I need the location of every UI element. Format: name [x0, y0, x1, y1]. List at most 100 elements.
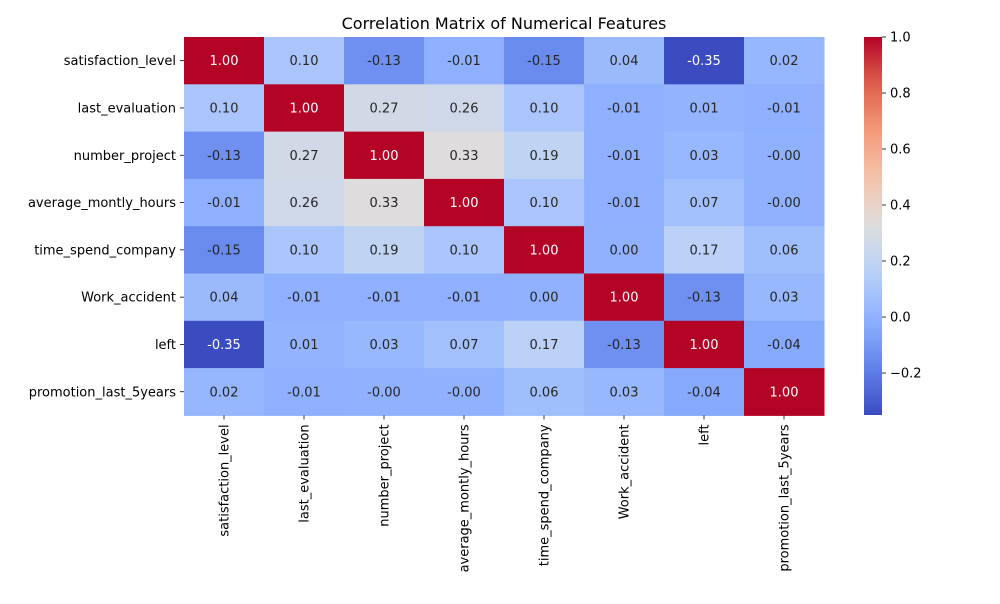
- heatmap-cell: [504, 273, 585, 322]
- cell-annotation: -0.01: [767, 101, 801, 116]
- cell-annotation: 1.00: [530, 243, 559, 258]
- cell-annotations: 1.00 0.10 -0.13 -0.01 -0.15 0.04 -0.35 0.02 0.10…: [207, 54, 801, 400]
- heatmap-cell: [584, 320, 665, 369]
- cell-annotation: 0.06: [530, 385, 559, 400]
- heatmap-cell: [424, 131, 505, 180]
- y-tick-label: time_spend_company: [34, 243, 176, 258]
- heatmap-cell: [184, 131, 265, 180]
- cell-annotation: -0.01: [287, 291, 321, 306]
- heatmap-cell: [264, 131, 345, 180]
- heatmap-cell: [584, 273, 665, 322]
- heatmap-cell: [584, 131, 665, 180]
- y-tick-label: left: [155, 338, 176, 353]
- cell-annotation: -0.00: [367, 385, 401, 400]
- colorbar-tick-label: 0.6: [890, 143, 911, 158]
- heatmap-cell: [664, 226, 745, 274]
- y-tick-label: satisfaction_level: [64, 54, 176, 69]
- cell-annotation: -0.01: [287, 385, 321, 400]
- heatmap-cell: [424, 226, 505, 274]
- heatmap-cell: [264, 368, 345, 416]
- heatmap-cell: [184, 226, 265, 274]
- cell-annotation: -0.01: [367, 291, 401, 306]
- cell-annotation: -0.35: [687, 54, 721, 69]
- heatmap-cell: [664, 37, 745, 85]
- heatmap-cell: [344, 273, 425, 322]
- y-tick-label: number_project: [74, 149, 176, 164]
- heatmap-cell: [744, 273, 825, 322]
- heatmap-cell: [504, 37, 585, 85]
- heatmap-cell: [584, 84, 665, 133]
- y-tick-label: Work_accident: [81, 291, 176, 306]
- heatmap-cell: [344, 178, 425, 227]
- cell-annotation: 0.33: [450, 149, 479, 164]
- chart-title: Correlation Matrix of Numerical Features: [342, 14, 667, 33]
- heatmap-cell: [744, 37, 825, 85]
- colorbar-tick-label: 0.0: [890, 311, 911, 326]
- cell-annotation: 0.33: [370, 196, 399, 211]
- cell-annotation: 0.10: [290, 243, 319, 258]
- cell-annotation: 0.17: [690, 243, 719, 258]
- cell-annotation: 0.10: [450, 243, 479, 258]
- x-tick-label: time_spend_company: [538, 424, 553, 566]
- heatmap-cell: [744, 131, 825, 180]
- cell-annotation: -0.15: [527, 54, 561, 69]
- heatmap-cell: [504, 84, 585, 133]
- heatmap-cell: [744, 368, 825, 416]
- heatmap-cell: [424, 37, 505, 85]
- cell-annotation: 0.10: [290, 54, 319, 69]
- cell-annotation: 1.00: [290, 101, 319, 116]
- colorbar-tick-label: 1.0: [890, 31, 911, 46]
- cell-annotation: 0.17: [530, 338, 559, 353]
- cell-annotation: 1.00: [370, 149, 399, 164]
- colorbar-tick-label: 0.8: [890, 87, 911, 102]
- cell-annotation: -0.04: [687, 385, 721, 400]
- heatmap-cell: [504, 178, 585, 227]
- heatmap-cell: [744, 178, 825, 227]
- cell-annotation: 0.04: [610, 54, 639, 69]
- colorbar-gradient: [864, 37, 882, 415]
- cell-annotation: -0.15: [207, 243, 241, 258]
- cell-annotation: 0.26: [290, 196, 319, 211]
- cell-annotation: 1.00: [770, 385, 799, 400]
- heatmap-cell: [424, 368, 505, 416]
- heatmap-cell: [584, 37, 665, 85]
- cell-annotation: 0.03: [370, 338, 399, 353]
- heatmap-cell: [184, 320, 265, 369]
- heatmap-cell: [744, 320, 825, 369]
- heatmap-cell: [344, 131, 425, 180]
- x-tick-label: satisfaction_level: [218, 424, 233, 536]
- x-tick-label: left: [698, 424, 713, 445]
- cell-annotation: -0.00: [767, 149, 801, 164]
- heatmap-cell: [664, 131, 745, 180]
- cell-annotation: -0.01: [207, 196, 241, 211]
- cell-annotation: 1.00: [610, 291, 639, 306]
- heatmap-cell: [184, 178, 265, 227]
- colorbar-tick-label: 0.2: [890, 255, 911, 270]
- heatmap-cell: [664, 368, 745, 416]
- cell-annotation: -0.01: [447, 54, 481, 69]
- heatmap-cell: [264, 226, 345, 274]
- heatmap-cell: [504, 368, 585, 416]
- heatmap-cell: [344, 320, 425, 369]
- cell-annotation: -0.00: [767, 196, 801, 211]
- y-tick-label: last_evaluation: [78, 101, 176, 116]
- heatmap-cell: [664, 320, 745, 369]
- heatmap-cell: [504, 226, 585, 274]
- cell-annotation: 0.00: [530, 291, 559, 306]
- heatmap-cell: [184, 37, 265, 85]
- cell-annotation: 0.03: [770, 291, 799, 306]
- cell-annotation: -0.01: [447, 291, 481, 306]
- cell-annotation: -0.04: [767, 338, 801, 353]
- cell-annotation: 0.06: [770, 243, 799, 258]
- cell-annotation: 0.27: [370, 101, 399, 116]
- colorbar: −0.2 0.0 0.2 0.4 0.6 0.8 1.0: [864, 31, 922, 415]
- x-tick-label: average_montly_hours: [458, 424, 473, 572]
- cell-annotation: 0.01: [690, 101, 719, 116]
- cell-annotation: 0.10: [530, 196, 559, 211]
- heatmap-cell: [664, 273, 745, 322]
- heatmap-cell: [344, 37, 425, 85]
- cell-annotation: 0.10: [530, 101, 559, 116]
- heatmap-cell: [264, 178, 345, 227]
- y-axis: satisfaction_level last_evaluation number_…: [28, 54, 184, 400]
- cell-annotation: 0.02: [210, 385, 239, 400]
